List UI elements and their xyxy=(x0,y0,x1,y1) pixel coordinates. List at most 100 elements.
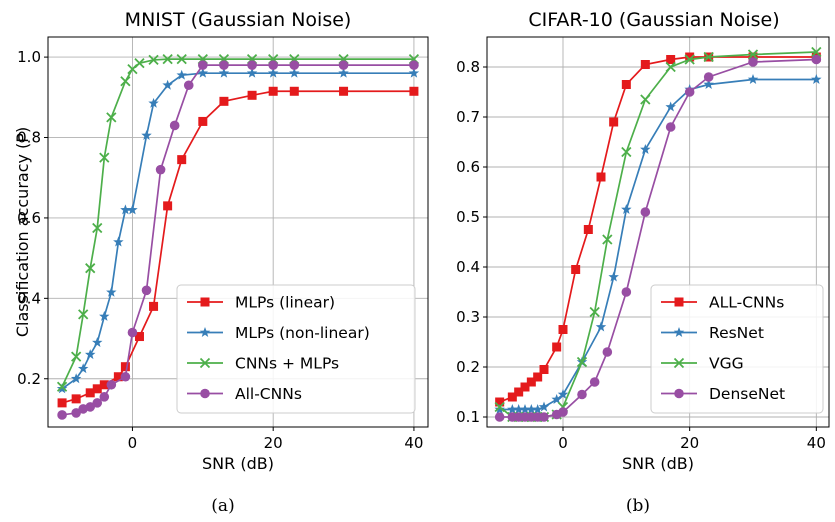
legend-label: ALL-CNNs xyxy=(709,294,784,312)
data-point xyxy=(148,97,159,108)
data-point xyxy=(533,372,543,382)
data-point xyxy=(507,404,518,414)
legend-entry: MLPs (linear) xyxy=(187,294,335,312)
data-point xyxy=(289,67,300,78)
data-point xyxy=(268,60,278,70)
data-point xyxy=(507,392,517,402)
data-point xyxy=(85,388,95,398)
data-point xyxy=(219,96,229,106)
data-point xyxy=(113,236,124,247)
series-4 xyxy=(57,60,419,420)
data-point xyxy=(78,309,89,320)
data-point xyxy=(589,377,600,387)
y-tick-label: 0.8 xyxy=(456,58,480,76)
data-point xyxy=(99,310,110,321)
data-point xyxy=(338,67,349,78)
x-tick-label: 20 xyxy=(264,434,283,452)
legend-marker xyxy=(673,357,685,369)
data-point xyxy=(665,122,676,132)
x-axis-label: SNR (dB) xyxy=(622,454,694,473)
legend-entry: ALL-CNNs xyxy=(661,294,784,312)
data-point xyxy=(247,90,257,100)
data-point xyxy=(526,404,537,414)
data-point xyxy=(162,79,173,90)
data-point xyxy=(247,60,257,70)
data-point xyxy=(747,49,759,60)
data-point xyxy=(71,351,82,362)
legend-label: MLPs (non-linear) xyxy=(235,324,370,342)
chart-title: MNIST (Gaussian Noise) xyxy=(125,9,352,31)
data-point xyxy=(56,383,68,394)
data-point xyxy=(595,321,607,332)
data-point xyxy=(538,401,550,412)
data-point xyxy=(176,53,187,65)
data-point xyxy=(289,60,300,70)
data-point xyxy=(176,69,187,80)
y-tick-label: 0.8 xyxy=(17,129,41,147)
data-point xyxy=(811,46,822,58)
chart-mnist: 0 20 40 0.2 0.4 0.6 0.8 1.0 MNIST (Gaussian Nois… xyxy=(13,9,429,516)
legend: MLPs (linear) MLPs (non-linear) CNNs + MLP… xyxy=(176,284,416,414)
data-point xyxy=(84,349,96,360)
data-point xyxy=(640,60,650,69)
y-tick-label: 0.4 xyxy=(17,289,41,307)
legend-label: ResNet xyxy=(709,324,764,342)
plot-frame xyxy=(486,36,830,428)
y-tick-label: 0.2 xyxy=(456,358,480,376)
y-axis-label: Classification accuracy (P) xyxy=(13,127,32,337)
data-point xyxy=(120,371,131,382)
data-point xyxy=(198,116,208,126)
y-tick-label: 0.6 xyxy=(17,209,41,227)
data-point xyxy=(92,337,103,348)
legend-label: All-CNNs xyxy=(235,385,302,403)
data-point xyxy=(557,389,569,399)
plot-frame xyxy=(47,36,429,428)
data-point xyxy=(197,67,209,78)
data-point xyxy=(665,61,676,73)
data-point xyxy=(120,204,131,215)
data-point xyxy=(596,172,606,182)
legend: ALL-CNNs ResNet VGG DenseNet xyxy=(650,284,824,414)
data-point xyxy=(408,67,420,78)
data-point xyxy=(127,204,138,215)
data-point xyxy=(621,287,632,297)
data-point xyxy=(92,398,103,408)
data-point xyxy=(551,394,562,404)
data-point xyxy=(338,60,349,70)
data-point xyxy=(141,130,152,140)
data-point xyxy=(127,327,138,338)
data-point xyxy=(113,372,123,382)
data-point xyxy=(92,222,103,234)
data-point xyxy=(177,155,187,165)
data-point xyxy=(685,52,695,62)
series-line xyxy=(61,58,414,388)
y-tick-label: 0.5 xyxy=(456,208,480,226)
legend-label: VGG xyxy=(709,355,744,373)
chart-cifar10: 0 20 40 0.1 0.2 0.3 0.4 0.5 0.6 0.7 0.8 CIFAR-10 (G… xyxy=(456,9,830,516)
data-point xyxy=(120,76,131,87)
legend-marker xyxy=(674,388,684,399)
data-point xyxy=(162,53,173,65)
data-point xyxy=(409,60,419,70)
data-point xyxy=(811,54,822,65)
legend-marker xyxy=(673,327,685,337)
x-tick-label: 40 xyxy=(807,434,826,452)
data-point xyxy=(621,80,631,89)
data-point xyxy=(519,404,531,414)
legend-marker xyxy=(674,297,684,307)
y-tick-label: 1.0 xyxy=(17,48,41,66)
data-point xyxy=(665,101,676,112)
data-point xyxy=(703,79,714,89)
legend-box xyxy=(176,284,416,414)
y-tick-label: 0.2 xyxy=(17,370,41,388)
data-point xyxy=(169,120,180,131)
data-point xyxy=(85,263,96,274)
data-point xyxy=(684,54,695,65)
data-point xyxy=(602,347,613,357)
legend-marker xyxy=(200,297,210,307)
legend-label: CNNs + MLPs xyxy=(235,355,339,373)
legend-marker xyxy=(199,357,211,369)
data-point xyxy=(219,60,229,70)
data-point xyxy=(339,86,349,96)
legend-entry: ResNet xyxy=(661,324,764,342)
